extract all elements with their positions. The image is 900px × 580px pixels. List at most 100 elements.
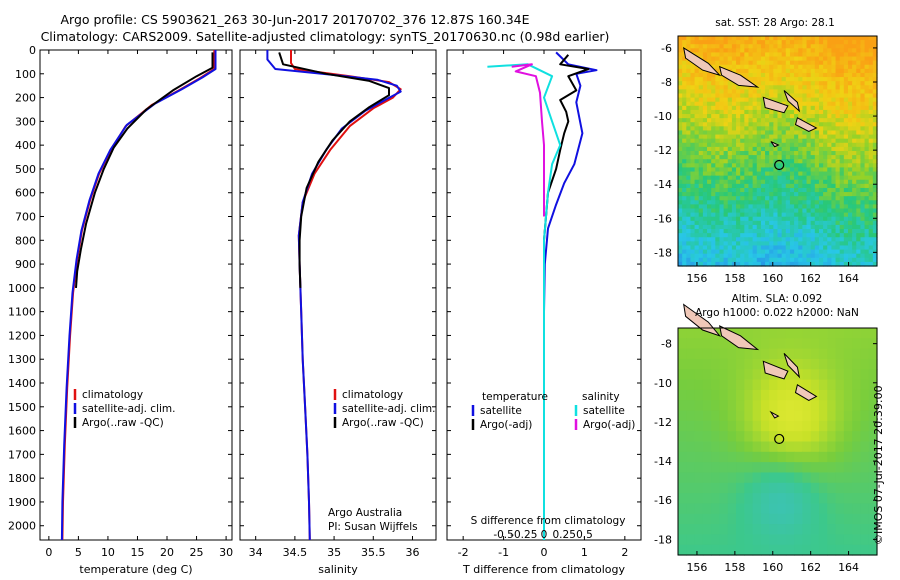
legend-label: climatology: [82, 389, 143, 401]
map-cell: [852, 534, 862, 546]
map-cell: [868, 151, 874, 156]
map-cell: [823, 224, 828, 230]
map-cell: [686, 462, 696, 474]
map-cell: [744, 237, 750, 242]
map-cell: [690, 224, 696, 230]
map-cell: [698, 105, 704, 111]
map-cell: [789, 44, 795, 49]
map-cell: [686, 220, 692, 226]
map-cell: [773, 249, 779, 255]
map-cell: [823, 151, 828, 156]
map-cell: [736, 245, 741, 251]
map-cell: [798, 85, 803, 90]
map-cell: [835, 224, 841, 230]
map-cell: [835, 400, 845, 412]
map-cell: [736, 472, 745, 484]
map-cell: [823, 134, 828, 140]
map-cell: [872, 89, 878, 95]
map-cell: [731, 134, 737, 140]
map-cell: [810, 40, 816, 45]
map-cell: [839, 134, 845, 140]
map-cell: [748, 175, 754, 181]
map-cell: [702, 146, 708, 152]
map-cell: [711, 196, 716, 201]
map-cell: [856, 171, 862, 177]
salinity-diff-tick: 0.5: [576, 529, 593, 541]
map-cell: [852, 159, 857, 164]
map-cell: [760, 544, 770, 556]
map-cell: [736, 328, 745, 339]
map-cell: [785, 233, 791, 238]
map-cell: [843, 114, 849, 119]
map-cell: [719, 389, 729, 401]
map-cell: [727, 138, 733, 144]
map-cell: [852, 400, 862, 412]
map-cell: [686, 44, 692, 49]
map-cell: [831, 114, 837, 119]
map-cell: [711, 122, 716, 127]
map-cell: [707, 224, 712, 230]
map-cell: [818, 85, 824, 90]
map-cell: [789, 196, 795, 201]
map-cell: [785, 410, 795, 422]
map-cell: [702, 159, 708, 164]
map-cell: [789, 224, 795, 230]
map-cell: [806, 101, 812, 107]
map-cell: [760, 482, 770, 494]
map-cell: [839, 97, 845, 103]
map-cell: [769, 338, 779, 350]
map-cell: [769, 126, 774, 132]
map-cell: [760, 451, 770, 463]
x-tick-label: 0: [541, 546, 548, 559]
x-tick-label: 35: [327, 546, 341, 559]
map-cell: [727, 187, 733, 193]
map-cell: [702, 257, 708, 263]
map-cell: [707, 151, 712, 156]
map-cell: [847, 122, 853, 127]
island-shape: [762, 360, 789, 380]
y-tick-label: 400: [15, 139, 36, 152]
map-cell: [736, 101, 741, 107]
map-cell: [769, 441, 779, 453]
map-cell: [810, 544, 820, 556]
map-cell: [715, 204, 721, 210]
map-cell: [843, 204, 849, 210]
map-cell: [785, 138, 791, 144]
map-cell: [872, 138, 878, 144]
map-cell: [748, 216, 754, 222]
map-cell: [789, 253, 795, 259]
y-tick-label: 1400: [8, 377, 36, 390]
map-cell: [852, 524, 862, 535]
map-cell: [785, 89, 791, 95]
map-cell: [723, 155, 729, 160]
map-cell: [781, 175, 787, 181]
map-cell: [711, 85, 716, 90]
map-cell: [736, 348, 745, 360]
map-cell: [818, 122, 824, 127]
map-cell: [856, 253, 862, 259]
map-cell: [736, 253, 741, 259]
map-cell: [789, 85, 795, 90]
map-cell: [719, 400, 729, 412]
map-cell: [798, 208, 803, 214]
map-cell: [839, 126, 845, 132]
map-cell: [798, 89, 803, 95]
map-cell: [789, 138, 795, 144]
map-cell: [798, 200, 803, 205]
map-cell: [694, 472, 704, 484]
map-cell: [798, 134, 803, 140]
map-cell: [736, 358, 745, 370]
map-cell: [678, 109, 683, 115]
map-cell: [727, 155, 733, 160]
map-cell: [690, 257, 696, 263]
map-cell: [777, 97, 783, 103]
map-cell: [835, 431, 845, 443]
map-cell: [756, 208, 762, 214]
map-cell: [707, 105, 712, 111]
map-cell: [789, 48, 795, 54]
map-cell: [769, 212, 774, 218]
map-cell: [731, 85, 737, 90]
map-cell: [711, 52, 716, 58]
map-cell: [678, 328, 687, 339]
map-cell: [856, 192, 862, 197]
